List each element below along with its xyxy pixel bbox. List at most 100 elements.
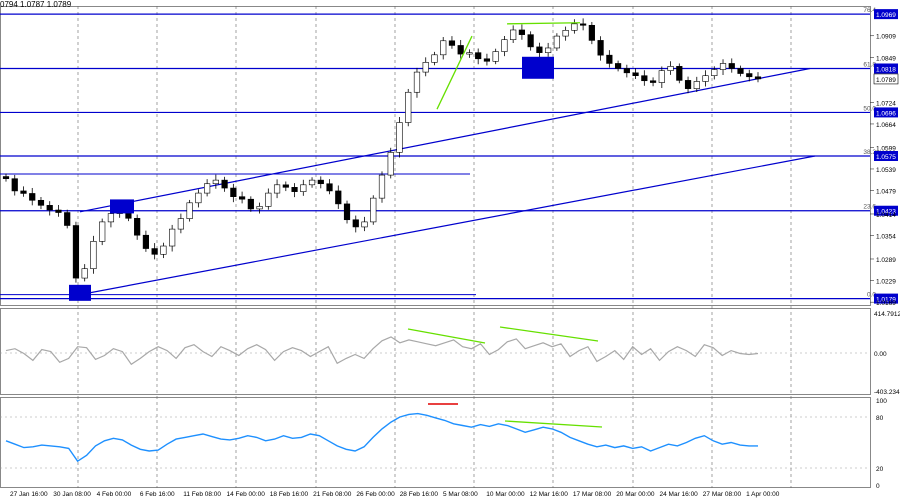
candle-body	[483, 58, 491, 62]
fib-price-box	[874, 63, 898, 74]
cci-line	[5, 336, 759, 366]
fib-price-label: 1.0179	[876, 297, 896, 304]
candle-body	[317, 179, 324, 185]
rsi-line	[5, 412, 758, 463]
candle-body	[300, 184, 307, 192]
rsi-tick-label: 0	[876, 483, 880, 490]
candle-body	[273, 184, 281, 194]
candle-body	[693, 81, 700, 89]
price-tick-label: 1.0169	[876, 300, 896, 307]
candle-body	[160, 245, 167, 255]
candle-body	[343, 203, 351, 221]
price-divergence-line	[436, 35, 473, 110]
cci-series	[5, 336, 759, 366]
time-axis-label: 30 Jan 08:00	[53, 491, 91, 498]
candle-body	[728, 63, 735, 69]
time-axis-label: 11 Feb 08:00	[183, 491, 221, 498]
candle-body	[186, 202, 193, 219]
candle-body	[457, 45, 464, 55]
time-axis-label: 18 Feb 16:00	[270, 491, 309, 498]
price-tick-label: 1.0599	[876, 145, 896, 152]
fib-price-label: 1.0969	[876, 12, 896, 19]
candle-body	[282, 184, 289, 188]
price-tick-label: 1.0849	[876, 55, 896, 62]
candle-body	[527, 34, 534, 48]
rsi-panel-frame	[0, 397, 871, 488]
time-axis-label: 20 Mar 00:00	[616, 491, 655, 498]
candle-body	[37, 199, 45, 206]
price-tick-label: 1.0724	[876, 100, 896, 107]
candle-body	[142, 234, 150, 249]
candle-body	[501, 39, 508, 52]
price-tick-label: 1.0354	[876, 234, 896, 241]
marker-box	[110, 199, 134, 214]
candle-body	[492, 51, 499, 62]
candle-body	[308, 179, 316, 186]
candle-body	[553, 35, 560, 49]
time-axis-label: 12 Mar 16:00	[530, 491, 569, 498]
candle-body	[518, 29, 526, 35]
fib-price-label: 1.0575	[876, 154, 896, 161]
marker-box	[69, 284, 91, 301]
candle-body	[335, 190, 342, 205]
candle-body	[649, 80, 657, 83]
time-axis-label: 10 Mar 00:00	[486, 491, 525, 498]
time-axis-label: 4 Feb 00:00	[97, 491, 132, 498]
candle-body	[466, 52, 473, 55]
current-price-box	[873, 73, 899, 85]
price-tick-label: 1.0539	[876, 167, 896, 174]
candle-body	[641, 75, 648, 82]
candle-body	[413, 71, 421, 93]
rsi-tick-label: 100	[876, 398, 887, 405]
cci-divergence-line	[407, 328, 486, 344]
price-divergence-line	[506, 22, 581, 25]
fib-price-label: 1.0423	[876, 209, 896, 216]
fib-level-pct: 50.0	[863, 105, 876, 112]
candle-body	[676, 66, 683, 81]
candle-body	[20, 190, 27, 194]
price-tick-label: 1.0289	[876, 257, 896, 264]
candle-body	[422, 62, 429, 73]
candle-body	[378, 174, 386, 199]
current-price-label: 1.0789	[876, 77, 896, 84]
time-axis-label: 21 Feb 08:00	[313, 491, 352, 498]
candlestick-series	[2, 18, 762, 283]
candle-body	[571, 23, 578, 31]
candle-body	[151, 248, 158, 255]
time-axis-label: 1 Apr 00:00	[746, 491, 780, 498]
time-axis-label: 6 Feb 16:00	[140, 491, 175, 498]
candle-body	[606, 54, 613, 64]
candle-body	[746, 73, 753, 78]
candle-body	[204, 183, 211, 194]
fib-level-pct: 23.6	[863, 204, 876, 211]
rsi-tick-label: 80	[876, 415, 884, 422]
candle-body	[448, 40, 456, 46]
candle-body	[352, 219, 359, 228]
candle-body	[169, 228, 176, 247]
fib-price-box	[874, 151, 898, 161]
candle-body	[614, 63, 622, 69]
candle-body	[702, 75, 709, 82]
candle-body	[107, 213, 115, 223]
time-axis-label: 26 Feb 00:00	[356, 491, 395, 498]
cci-tick-label: 414.7912	[874, 311, 900, 318]
candle-body	[265, 192, 272, 207]
candle-body	[195, 192, 202, 204]
candle-body	[72, 225, 80, 279]
fib-price-box	[874, 293, 898, 304]
candle-body	[396, 122, 403, 153]
price-tick-label: 1.0909	[876, 34, 896, 41]
candle-body	[238, 196, 246, 200]
candle-body	[256, 206, 263, 210]
candle-body	[623, 68, 630, 74]
candle-body	[667, 66, 674, 71]
fib-price-box	[874, 9, 898, 20]
candle-body	[684, 80, 692, 89]
fib-price-box	[874, 107, 898, 118]
candle-body	[711, 69, 718, 76]
candle-body	[212, 179, 219, 185]
marker-box	[522, 56, 554, 79]
candle-body	[99, 221, 106, 242]
candle-body	[588, 24, 595, 41]
